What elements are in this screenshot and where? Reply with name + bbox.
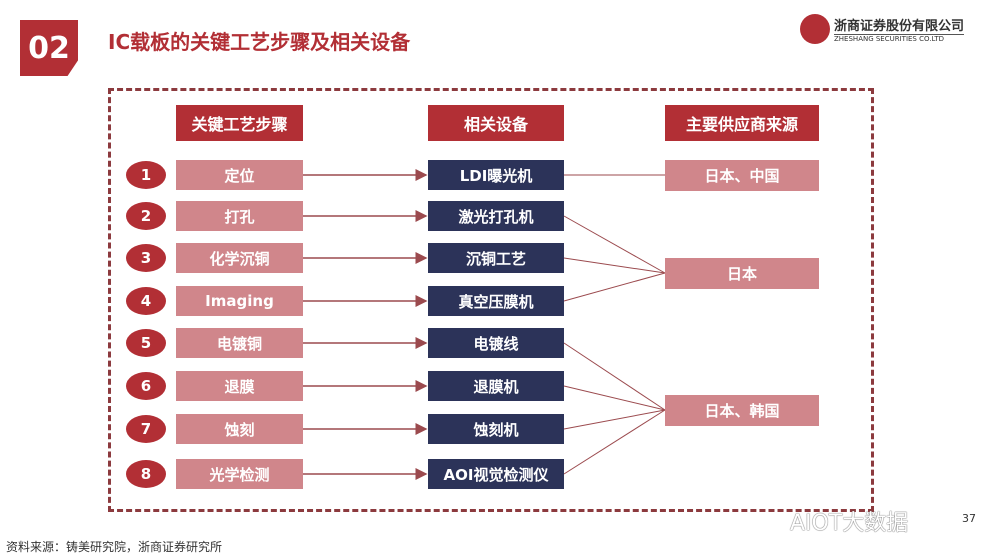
- page-title: IC载板的关键工艺步骤及相关设备: [108, 30, 411, 54]
- step-number: 5: [126, 329, 166, 357]
- logo-name-cn: 浙商证券股份有限公司: [834, 15, 965, 35]
- equipment-to-supplier-line: [563, 409, 666, 430]
- step-box: 蚀刻: [176, 414, 303, 444]
- header-suppliers: 主要供应商来源: [665, 105, 819, 141]
- logo-name-en: ZHESHANG SECURITIES CO.LTD: [834, 35, 945, 43]
- equipment-box: AOI视觉检测仪: [428, 459, 564, 489]
- section-badge: 02: [20, 20, 78, 76]
- step-number: 2: [126, 202, 166, 230]
- company-logo: 浙商证券股份有限公司 ZHESHANG SECURITIES CO.LTD: [800, 14, 965, 44]
- equipment-box: 电镀线: [428, 328, 564, 358]
- step-box: Imaging: [176, 286, 303, 316]
- step-number: 6: [126, 372, 166, 400]
- step-box: 光学检测: [176, 459, 303, 489]
- watermark: AIOT大数据: [790, 511, 909, 536]
- equipment-box: 沉铜工艺: [428, 243, 564, 273]
- supplier-box: 日本、韩国: [665, 395, 819, 426]
- equipment-box: 激光打孔机: [428, 201, 564, 231]
- step-box: 化学沉铜: [176, 243, 303, 273]
- equipment-box: 蚀刻机: [428, 414, 564, 444]
- equipment-to-supplier-line: [563, 257, 666, 274]
- header-steps: 关键工艺步骤: [176, 105, 303, 141]
- equipment-to-supplier-line: [563, 342, 666, 411]
- supplier-box: 日本: [665, 258, 819, 289]
- step-number: 3: [126, 244, 166, 272]
- equipment-box: 真空压膜机: [428, 286, 564, 316]
- equipment-to-supplier-line: [563, 272, 666, 302]
- step-number: 7: [126, 415, 166, 443]
- equipment-to-supplier-line: [563, 385, 666, 411]
- header-equipment: 相关设备: [428, 105, 564, 141]
- step-box: 退膜: [176, 371, 303, 401]
- equipment-box: LDI曝光机: [428, 160, 564, 190]
- source-note: 资料来源：铸美研究院，浙商证券研究所: [6, 540, 223, 554]
- step-box: 定位: [176, 160, 303, 190]
- equipment-box: 退膜机: [428, 371, 564, 401]
- step-number: 4: [126, 287, 166, 315]
- diagram-frame: [108, 88, 874, 512]
- equipment-to-supplier-line: [563, 215, 666, 274]
- logo-mark-icon: [800, 14, 830, 44]
- page-number: 37: [962, 512, 976, 525]
- step-box: 打孔: [176, 201, 303, 231]
- step-box: 电镀铜: [176, 328, 303, 358]
- step-number: 1: [126, 161, 166, 189]
- equipment-to-supplier-line: [563, 409, 666, 475]
- step-number: 8: [126, 460, 166, 488]
- supplier-box: 日本、中国: [665, 160, 819, 191]
